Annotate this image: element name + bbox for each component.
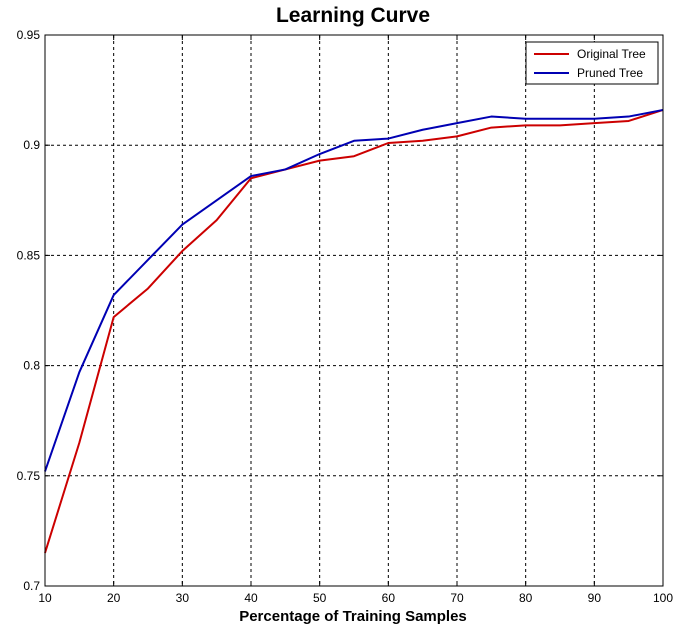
x-tick-label: 70 <box>450 591 464 605</box>
x-axis-label: Percentage of Training Samples <box>239 608 467 625</box>
original-tree-line <box>44 108 664 554</box>
chart-title: Learning Curve <box>276 4 430 27</box>
y-tick-label: 0.75 <box>17 469 41 483</box>
legend: Original Tree Pruned Tree <box>525 41 659 85</box>
y-tick-label: 0.7 <box>23 579 40 593</box>
x-tick-label: 90 <box>588 591 602 605</box>
x-tick-label: 60 <box>382 591 396 605</box>
y-tick-label: 0.95 <box>17 28 41 42</box>
legend-box <box>525 41 659 85</box>
legend-label-original-tree: Original Tree <box>577 47 646 61</box>
x-tick-label: 10 <box>38 591 52 605</box>
pruned-tree-line <box>44 108 664 472</box>
axis-ticks: 10 20 30 40 50 60 70 80 90 100 0.7 0.75 0.8 0.85 0.9 0.… <box>17 28 674 605</box>
x-tick-label: 100 <box>653 591 673 605</box>
plot-area-frame <box>44 34 664 587</box>
x-tick-label: 20 <box>107 591 121 605</box>
legend-label-pruned-tree: Pruned Tree <box>577 66 643 80</box>
y-tick-label: 0.9 <box>23 138 40 152</box>
x-tick-label: 40 <box>244 591 258 605</box>
data-series <box>44 108 664 554</box>
x-tick-label: 30 <box>176 591 190 605</box>
y-tick-label: 0.85 <box>17 248 41 262</box>
x-tick-label: 50 <box>313 591 327 605</box>
x-tick-label: 80 <box>519 591 533 605</box>
grid-lines <box>45 35 663 586</box>
y-tick-label: 0.8 <box>23 359 40 373</box>
